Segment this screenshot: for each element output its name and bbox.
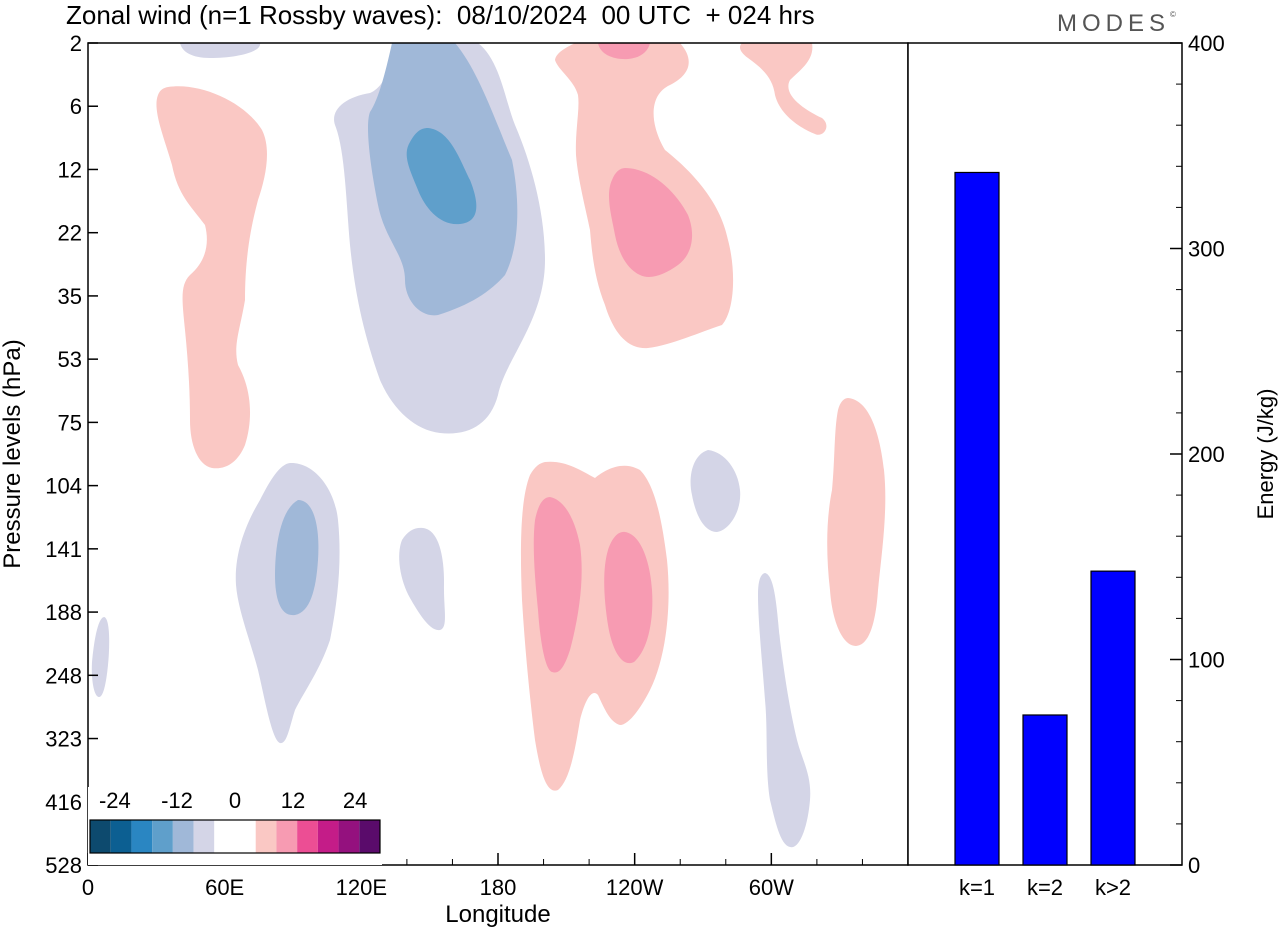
colorbar-cell	[172, 820, 194, 853]
bar-category-label: k=1	[959, 875, 995, 900]
pressure-tick-label: 2	[70, 31, 82, 56]
colorbar-cell	[297, 820, 318, 853]
colorbar-cell	[152, 820, 173, 853]
y-axis-label: Pressure levels (hPa)	[0, 339, 26, 568]
colorbar-cell	[338, 820, 360, 853]
contour-neg-1-lower-east	[690, 450, 741, 532]
colorbar-cell	[193, 820, 215, 853]
pressure-tick-label: 35	[58, 284, 82, 309]
contour-pos-1-west	[156, 86, 267, 469]
energy-tick-label: 0	[1188, 853, 1200, 878]
pressure-tick-label: 22	[58, 221, 82, 246]
colorbar-label: -12	[161, 788, 193, 813]
colorbar-label: 12	[281, 788, 305, 813]
energy-bar-plot: k=1 k=2 k>2 0 100 200 300 400 Energy (J/kg)	[907, 31, 1278, 900]
longitude-tick-label: 60E	[205, 875, 244, 900]
colorbar-cell	[317, 820, 339, 853]
bar-category-label: k>2	[1095, 875, 1131, 900]
colorbar-cells	[89, 819, 381, 854]
pressure-tick-label: 416	[45, 790, 82, 815]
contour-pos-2-lower-center-east	[604, 531, 653, 664]
contour-pos-1-lower-far-east	[827, 398, 886, 646]
energy-tick-label: 200	[1188, 442, 1225, 467]
contour-pos-2-east-mid	[608, 168, 693, 277]
pressure-tick-label: 53	[58, 347, 82, 372]
colorbar-label: 24	[343, 788, 367, 813]
pressure-tick-label: 6	[70, 94, 82, 119]
contour-neg-3-central	[406, 128, 477, 225]
modes-logo: MODES©	[1057, 10, 1176, 38]
zonal-wind-contour-plot: 2 6 12 22 35 53 75 104 141 188 248 323 416 528 0 60E 12…	[0, 31, 909, 928]
energy-tick-label: 300	[1188, 237, 1225, 262]
longitude-tick-label: 60W	[749, 875, 794, 900]
energy-tick-label: 400	[1188, 31, 1225, 56]
pressure-tick-label: 528	[45, 853, 82, 878]
energy-bar	[1022, 714, 1068, 866]
energy-bar	[1090, 570, 1136, 866]
logo-text: MODES	[1057, 10, 1171, 37]
colorbar-label: -24	[99, 788, 131, 813]
energy-tick-label: 100	[1188, 648, 1225, 673]
colorbar-cell	[90, 820, 111, 853]
colorbar-label: 0	[229, 788, 241, 813]
colorbar-cell	[276, 820, 298, 853]
energy-axis-label: Energy (J/kg)	[1253, 389, 1278, 520]
pressure-tick-label: 12	[58, 157, 82, 182]
energy-bars: k=1 k=2 k>2	[954, 171, 1136, 900]
colorbar: -24 -12 0 12 24	[88, 787, 382, 865]
longitude-tick-label: 120W	[606, 875, 664, 900]
colorbar-cell	[110, 820, 132, 853]
contour-pos-1-far-east	[740, 43, 827, 135]
colorbar-cell	[131, 820, 153, 853]
pressure-tick-label: 248	[45, 663, 82, 688]
x-axis-label: Longitude	[445, 901, 550, 928]
contour-neg-1-lower-center	[399, 527, 445, 631]
pressure-tick-label: 141	[45, 537, 82, 562]
contour-neg-1-lower-left-edge	[91, 617, 110, 697]
contour-pos-2-lower-center-west	[533, 497, 582, 673]
longitude-tick-label: 120E	[336, 875, 387, 900]
bar-category-label: k=2	[1027, 875, 1063, 900]
contour-fills	[91, 43, 886, 865]
contour-neg-1-upper	[180, 43, 261, 58]
energy-axis: 0 100 200 300 400	[1170, 31, 1225, 878]
colorbar-border	[89, 819, 381, 854]
logo-mark: ©	[1170, 10, 1176, 19]
pressure-tick-label: 323	[45, 727, 82, 752]
colorbar-labels: -24 -12 0 12 24	[99, 788, 367, 813]
colorbar-cell	[214, 820, 235, 853]
colorbar-cell	[255, 820, 277, 853]
pressure-tick-label: 104	[45, 474, 82, 499]
longitude-tick-label: 0	[82, 875, 94, 900]
colorbar-cell	[359, 820, 380, 853]
longitude-axis: 0 60E 120E 180 120W 60W	[82, 853, 863, 900]
colorbar-cell	[235, 820, 256, 853]
longitude-tick-label: 180	[480, 875, 517, 900]
contour-neg-1-lower-far-east	[758, 573, 811, 848]
pressure-tick-label: 188	[45, 600, 82, 625]
chart-title: Zonal wind (n=1 Rossby waves): 08/10/202…	[66, 0, 815, 30]
contour-neg-2-lower-west	[275, 500, 319, 616]
pressure-tick-label: 75	[58, 410, 82, 435]
energy-bar	[954, 171, 1000, 866]
pressure-axis: 2 6 12 22 35 53 75 104 141 188 248 323 416 528	[45, 31, 98, 878]
contour-pos-2-east-top	[598, 43, 650, 60]
